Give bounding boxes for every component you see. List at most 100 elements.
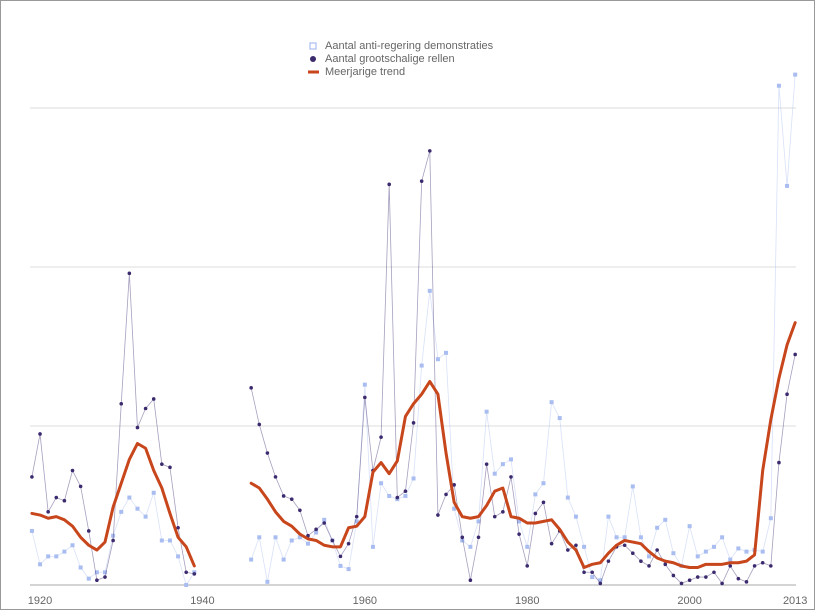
x-tick-label: 1940 xyxy=(190,595,214,607)
marker-dot xyxy=(444,492,448,497)
marker-square xyxy=(281,557,286,562)
marker-dot xyxy=(322,521,327,525)
marker-square xyxy=(435,357,440,362)
legend-swatch xyxy=(309,42,317,50)
marker-dot xyxy=(460,535,465,540)
marker-dot xyxy=(306,533,310,538)
marker-square xyxy=(508,457,513,462)
marker-square xyxy=(582,544,587,549)
marker-square xyxy=(354,519,359,524)
marker-square xyxy=(111,533,116,538)
marker-square xyxy=(703,549,708,554)
marker-dot xyxy=(346,541,351,546)
marker-dot xyxy=(712,570,716,575)
marker-dot xyxy=(143,406,148,411)
marker-square xyxy=(760,549,765,554)
marker-square xyxy=(541,481,546,486)
marker-square xyxy=(379,481,384,486)
marker-dot xyxy=(484,462,489,466)
marker-dot xyxy=(403,489,408,493)
legend-label: Meerjarige trend xyxy=(325,66,405,78)
x-tick-label: 2000 xyxy=(677,595,701,607)
marker-square xyxy=(265,579,270,584)
marker-square xyxy=(728,557,733,562)
marker-square xyxy=(176,554,181,559)
marker-square xyxy=(565,495,570,500)
marker-dot xyxy=(639,559,643,563)
marker-dot xyxy=(590,570,594,575)
marker-square xyxy=(78,565,83,570)
marker-dot xyxy=(492,514,497,519)
marker-square xyxy=(663,517,668,522)
marker-square xyxy=(370,544,375,549)
marker-square xyxy=(62,549,67,554)
marker-square xyxy=(484,409,489,414)
marker-square xyxy=(525,544,530,549)
marker-square xyxy=(517,519,522,524)
marker-dot xyxy=(135,425,140,430)
marker-square xyxy=(135,506,140,511)
marker-square xyxy=(419,363,424,368)
marker-dot xyxy=(509,475,513,479)
marker-dot xyxy=(427,149,432,153)
marker-dot xyxy=(525,564,530,568)
legend-label: Aantal grootschalige rellen xyxy=(325,53,455,65)
marker-dot xyxy=(436,513,440,517)
marker-dot xyxy=(314,527,318,532)
marker-square xyxy=(346,567,351,572)
marker-square xyxy=(362,382,367,387)
marker-square xyxy=(387,493,392,498)
marker-dot xyxy=(298,508,302,513)
marker-dot xyxy=(630,551,635,555)
marker-square xyxy=(94,570,99,575)
marker-square xyxy=(768,516,773,521)
marker-dot xyxy=(760,560,765,565)
marker-dot xyxy=(46,510,50,514)
marker-square xyxy=(29,528,34,533)
marker-square xyxy=(655,525,660,530)
marker-square xyxy=(687,524,692,529)
marker-dot xyxy=(119,401,124,406)
marker-dot xyxy=(777,460,781,465)
marker-dot xyxy=(736,576,741,581)
marker-dot xyxy=(387,182,391,187)
marker-square xyxy=(598,578,603,583)
marker-square xyxy=(444,350,449,355)
x-tick-label: 1960 xyxy=(353,595,377,607)
marker-dot xyxy=(273,475,278,479)
marker-dot xyxy=(476,535,481,540)
marker-dot xyxy=(655,548,659,552)
marker-dot xyxy=(785,392,789,397)
marker-square xyxy=(159,538,164,543)
marker-square xyxy=(403,493,408,498)
marker-dot xyxy=(468,578,473,583)
marker-square xyxy=(460,538,465,543)
marker-dot xyxy=(30,475,34,479)
marker-square xyxy=(711,544,716,549)
marker-square xyxy=(289,538,294,543)
marker-dot xyxy=(501,510,505,514)
marker-dot xyxy=(679,581,684,586)
marker-square xyxy=(614,535,619,540)
marker-dot xyxy=(338,554,343,559)
marker-square xyxy=(338,563,343,568)
marker-square xyxy=(127,495,132,500)
marker-square xyxy=(744,549,749,554)
x-tick-label: 2013 xyxy=(783,595,807,607)
marker-square xyxy=(720,535,725,540)
marker-square xyxy=(452,506,457,511)
marker-square xyxy=(590,575,595,580)
marker-dot xyxy=(111,538,115,543)
x-tick-label: 1980 xyxy=(515,595,539,607)
marker-square xyxy=(785,183,790,188)
marker-dot xyxy=(62,498,67,503)
marker-dot xyxy=(281,494,286,498)
marker-square xyxy=(322,517,327,522)
marker-dot xyxy=(354,514,359,519)
marker-square xyxy=(573,514,578,519)
marker-square xyxy=(557,416,562,421)
marker-dot xyxy=(330,538,335,543)
marker-square xyxy=(476,519,481,524)
marker-square xyxy=(184,583,189,587)
